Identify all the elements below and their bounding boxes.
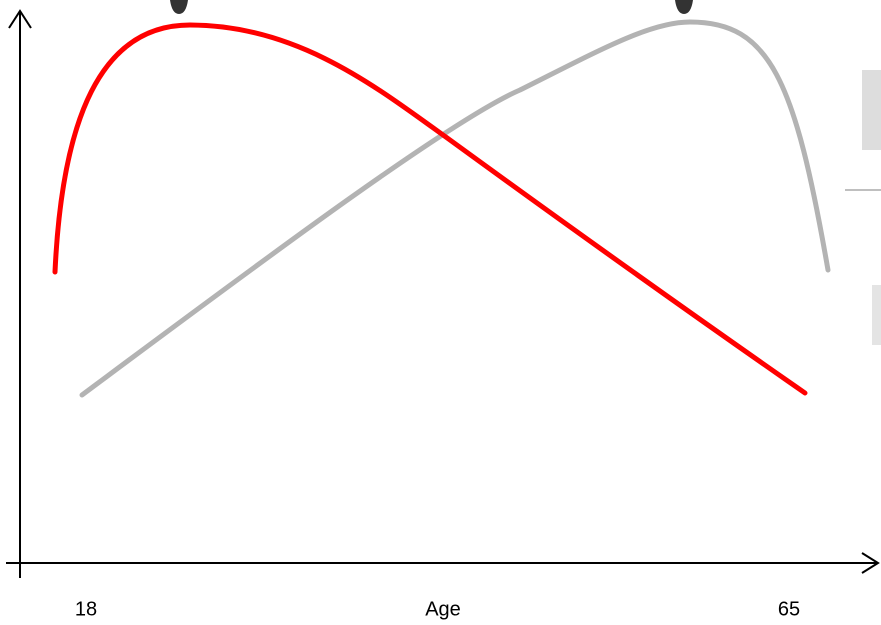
diagram: 18 Age 65 bbox=[0, 0, 881, 625]
icon-fragment bbox=[675, 0, 693, 14]
axis-title: Age bbox=[425, 598, 461, 620]
image-fragment bbox=[872, 285, 881, 345]
gray-curve bbox=[82, 22, 828, 395]
image-fragment bbox=[862, 70, 881, 150]
end-label: 65 bbox=[778, 598, 800, 620]
icon-fragment bbox=[170, 0, 188, 14]
start-label: 18 bbox=[75, 598, 97, 620]
red-curve bbox=[55, 25, 805, 393]
